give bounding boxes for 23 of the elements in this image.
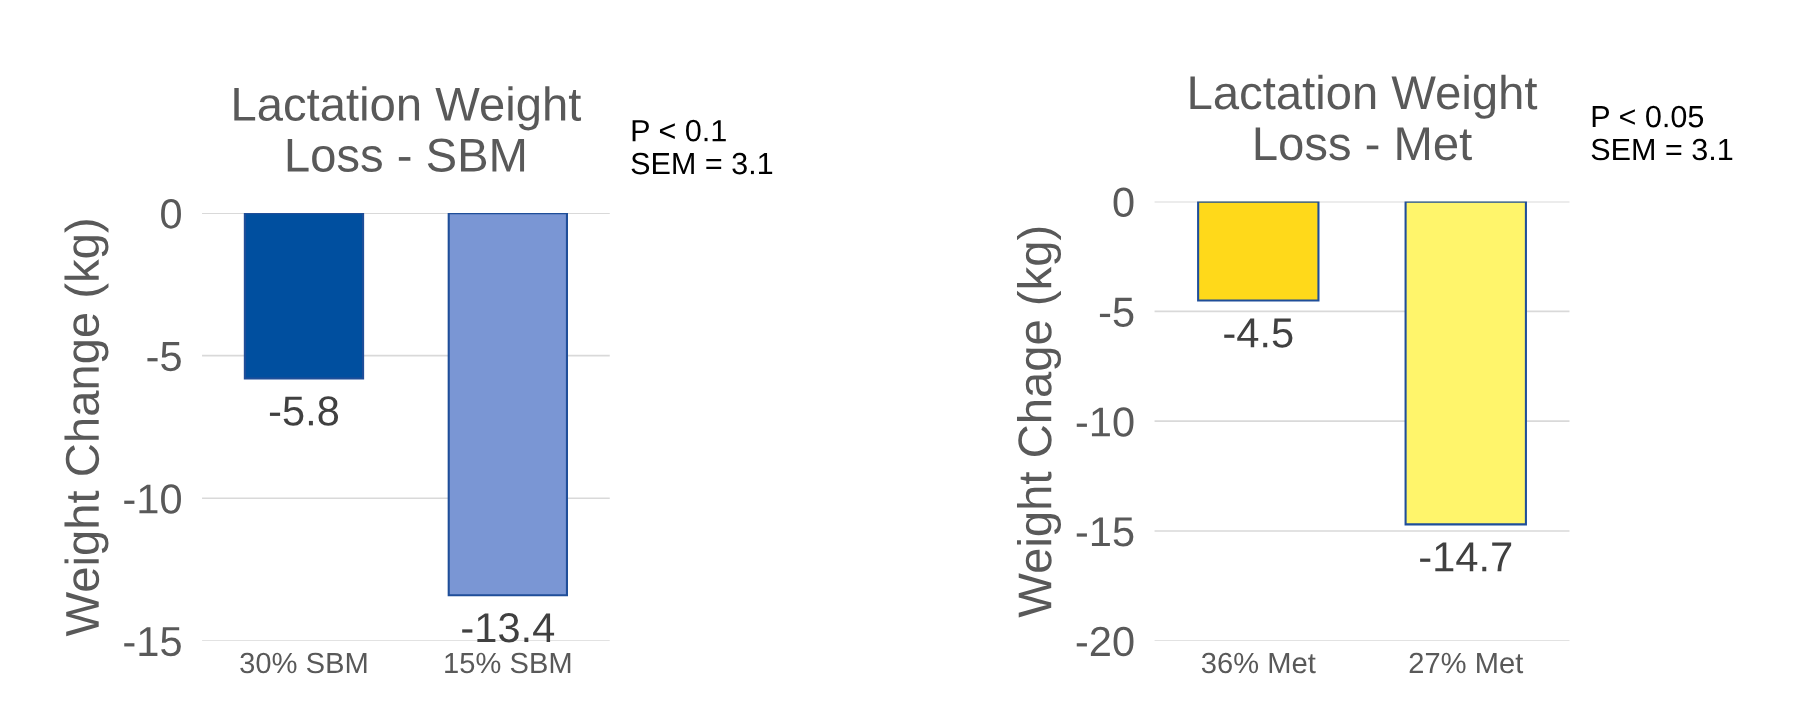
y-tick-label: -5 [147,342,181,372]
x-tick-label: 30% SBM [240,652,367,674]
x-tick-label: 27% Met [1409,652,1524,674]
data-label: -4.5 [1224,318,1293,348]
y-axis-title: Weight Chage (kg) [1016,227,1062,618]
y-tick-label: -15 [124,627,181,657]
x-tick-label: 36% Met [1201,652,1316,674]
x-tick-label: 15% SBM [445,652,571,674]
y-tick-label: 0 [161,199,181,229]
data-label: -13.4 [462,612,555,643]
y-tick-label: -15 [1076,517,1134,547]
y-tick-label: -20 [1076,626,1134,657]
text: P < 0.05 SEM = 3.1 [1591,105,1733,161]
y-tick-label: -10 [124,484,181,514]
chart-title: Lactation Weight Loss - SBM [234,86,582,172]
data-label: -14.7 [1420,542,1512,572]
y-tick-label: -5 [1099,297,1134,327]
y-axis-title: Weight Change (kg) [64,220,109,637]
y-tick-label: 0 [1113,187,1134,218]
text: P < 0.1 SEM = 3.1 [631,119,773,175]
y-tick-label: -10 [1076,407,1134,437]
chart-title: Lactation Weight Loss - Met [1190,74,1538,161]
data-label: -5.8 [269,396,339,426]
